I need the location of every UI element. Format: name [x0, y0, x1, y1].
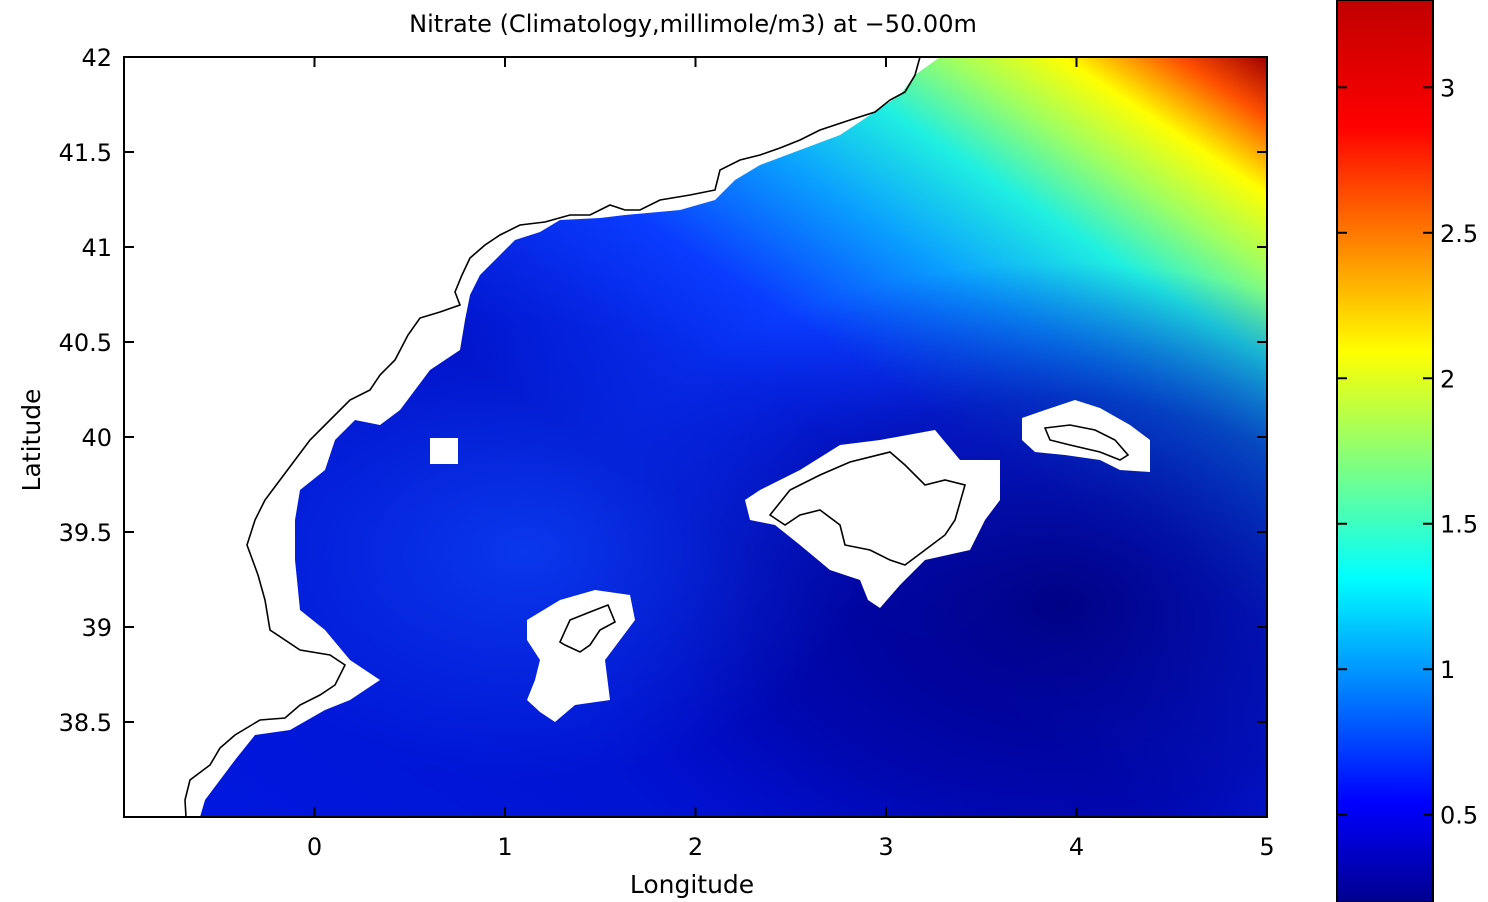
colorbar-tick-label: 2: [1440, 365, 1455, 393]
mallorca-land-mask: [745, 430, 1000, 608]
y-tick-label: 39.5: [59, 519, 112, 547]
y-tick-label: 38.5: [59, 709, 112, 737]
ibiza-coastline: [558, 603, 617, 653]
mainland-coastline: [184, 57, 921, 817]
colorbar-tick-label: 1.5: [1440, 511, 1478, 539]
x-tick-label: 0: [307, 833, 322, 861]
colorbar-tick-label: 0.5: [1440, 802, 1478, 830]
colorbar-tick-label: 1: [1440, 656, 1455, 684]
iberian-land-mask: [124, 57, 940, 817]
y-tick-label: 42: [81, 44, 112, 72]
x-tick-label: 1: [497, 833, 512, 861]
y-axis: 38.5 39 39.5 40 40.5 41 41.5 42: [59, 44, 1267, 737]
colorbar-axis: 0.5 1 1.5 2 2.5 3: [1337, 74, 1478, 830]
x-tick-label: 2: [688, 833, 703, 861]
x-tick-label: 5: [1259, 833, 1274, 861]
colorbar-tick-label: 3: [1440, 74, 1455, 102]
colorbar-tick-label: 2.5: [1440, 220, 1478, 248]
colorbar: [1336, 0, 1434, 902]
x-axis-label: Longitude: [630, 870, 754, 899]
x-axis: 0 1 2 3 4 5: [307, 57, 1275, 861]
y-tick-label: 40: [81, 424, 112, 452]
y-tick-label: 41.5: [59, 139, 112, 167]
small-land-cell: [430, 438, 458, 464]
x-tick-label: 3: [878, 833, 893, 861]
y-tick-label: 41: [81, 234, 112, 262]
mallorca-coastline: [768, 451, 966, 566]
y-tick-label: 39: [81, 614, 112, 642]
y-tick-label: 40.5: [59, 329, 112, 357]
y-axis-label: Latitude: [17, 389, 46, 492]
chart-title: Nitrate (Climatology,millimole/m3) at −5…: [409, 10, 977, 38]
menorca-coastline: [1043, 424, 1130, 461]
ibiza-land-mask: [527, 590, 635, 722]
x-tick-label: 4: [1069, 833, 1084, 861]
menorca-land-mask: [1022, 400, 1150, 472]
plot-area: [124, 57, 1267, 817]
